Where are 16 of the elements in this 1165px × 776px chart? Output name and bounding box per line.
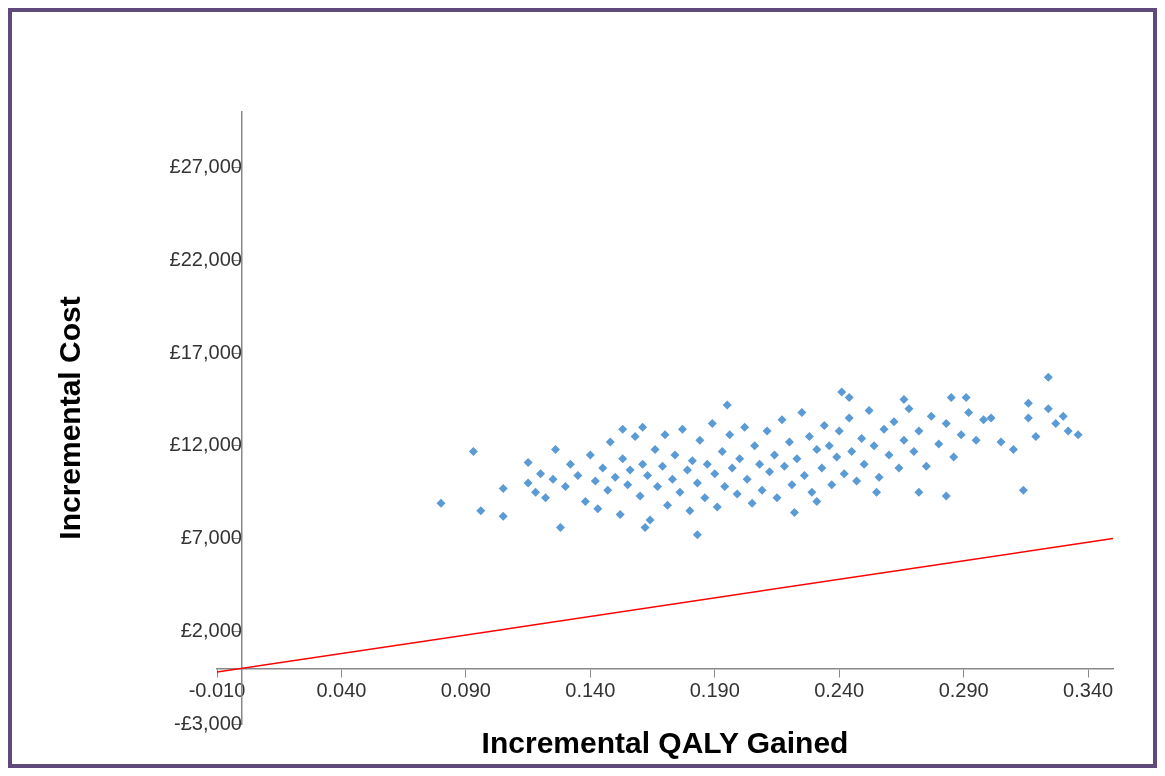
- y-tick-label: -£3,000: [174, 711, 242, 734]
- y-tick-label: £17,000: [169, 340, 242, 363]
- x-tick-label: 0.190: [689, 678, 740, 701]
- y-tick-label: £22,000: [169, 247, 242, 270]
- y-axis-title: Incremental Cost: [53, 296, 87, 540]
- y-tick-label: £12,000: [169, 433, 242, 456]
- x-tick-label: 0.040: [316, 678, 367, 701]
- y-tick-label: £2,000: [180, 618, 242, 641]
- x-axis-title: Incremental QALY Gained: [481, 725, 849, 759]
- y-tick-label: £7,000: [180, 526, 242, 549]
- x-tick-label: 0.290: [938, 678, 989, 701]
- x-tick-label: 0.140: [565, 678, 616, 701]
- x-tick-label: 0.090: [440, 678, 491, 701]
- x-tick-label: 0.240: [814, 678, 865, 701]
- y-tick-label: £27,000: [169, 155, 242, 178]
- x-tick-label: 0.340: [1063, 678, 1114, 701]
